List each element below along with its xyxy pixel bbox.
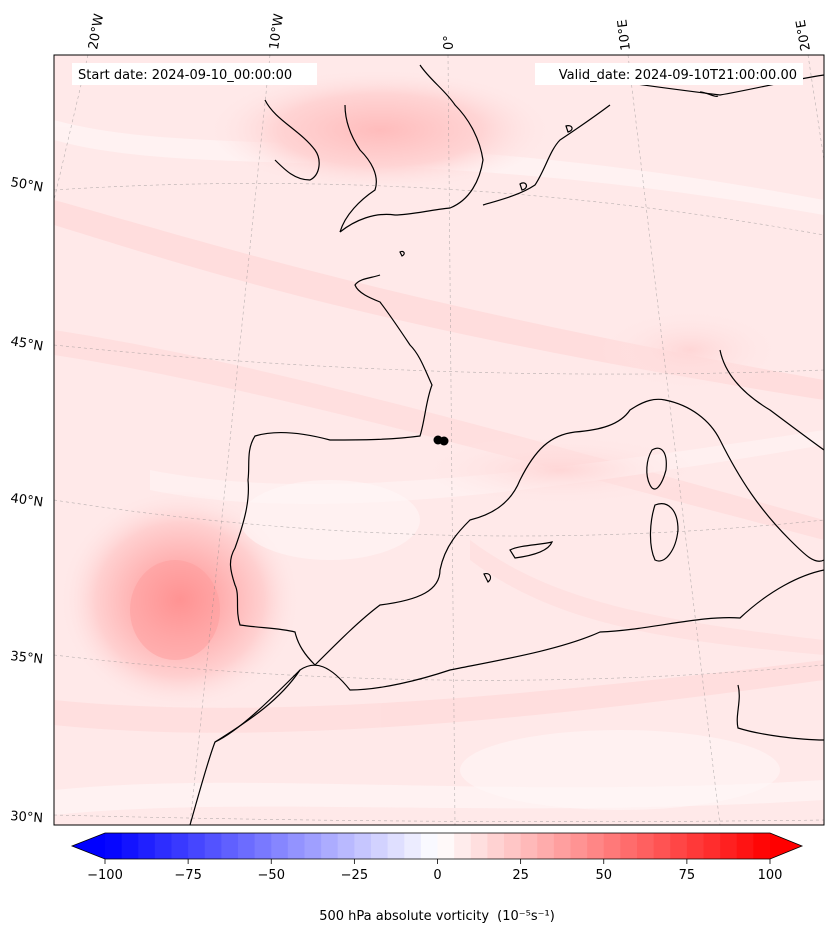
colorbar-tick-label: 25: [512, 868, 529, 883]
lat-label-50n: 50°N: [9, 175, 44, 195]
colorbar-tick-label: 100: [758, 868, 783, 883]
colorbar-cell: [204, 833, 222, 859]
colorbar-cell: [404, 833, 422, 859]
colorbar-cell: [138, 833, 156, 859]
colorbar-cell: [154, 833, 173, 859]
colorbar-cell: [753, 833, 771, 859]
point-marker: [433, 435, 449, 446]
colorbar-cell: [720, 833, 738, 859]
colorbar-cell: [387, 833, 405, 859]
colorbar-cell: [221, 833, 239, 859]
colorbar-cell: [653, 833, 671, 859]
lon-label-20e: 20°E: [794, 19, 814, 52]
colorbar-cells: [105, 833, 771, 859]
colorbar-cell: [321, 833, 339, 859]
colorbar-cell: [337, 833, 355, 859]
map-frame: [53, 54, 825, 826]
colorbar-cell: [238, 833, 256, 859]
colorbar-cell: [304, 833, 322, 859]
colorbar-tick-label: 50: [595, 868, 612, 883]
lon-label-0: 0°: [442, 35, 457, 50]
colorbar-cell: [686, 833, 705, 859]
lon-label-10e: 10°E: [615, 18, 634, 51]
colorbar-label: 500 hPa absolute vorticity (10⁻⁵s⁻¹): [319, 909, 555, 924]
lon-label-10w: 10°W: [267, 13, 287, 51]
start-date-box: [72, 63, 317, 85]
colorbar-tick-label: −25: [341, 868, 368, 883]
colorbar-cell: [287, 833, 306, 859]
colorbar-cell: [587, 833, 605, 859]
colorbar-extend-low: [72, 833, 105, 859]
colorbar-cell: [703, 833, 721, 859]
colorbar-cell: [487, 833, 505, 859]
longitude-labels: 20°W 10°W 0° 10°E 20°E: [86, 13, 814, 52]
lon-label-20w: 20°W: [86, 13, 107, 51]
colorbar-cell: [121, 833, 139, 859]
colorbar-units: (10⁻⁵s⁻¹): [497, 909, 555, 924]
colorbar-cell: [570, 833, 588, 859]
colorbar-cell: [254, 833, 272, 859]
latitude-labels: 50°N 45°N 40°N 35°N 30°N: [9, 175, 44, 826]
colorbar-cell: [537, 833, 555, 859]
colorbar-cell: [271, 833, 289, 859]
colorbar-cell: [420, 833, 439, 859]
colorbar-tick-label: 0: [433, 868, 441, 883]
colorbar-tick-label: −50: [258, 868, 285, 883]
lat-label-40n: 40°N: [9, 491, 44, 510]
colorbar-cell: [637, 833, 655, 859]
colorbar-cell: [504, 833, 522, 859]
colorbar-cell: [620, 833, 638, 859]
colorbar-cell: [670, 833, 688, 859]
colorbar-tick-label: 75: [679, 868, 696, 883]
colorbar: −100 −75 −50 −25 0 25 50 75 100 500 hPa absolute…: [70, 832, 804, 924]
colorbar-cell: [354, 833, 372, 859]
colorbar-cell: [520, 833, 538, 859]
colorbar-cell: [371, 833, 389, 859]
lat-label-45n: 45°N: [9, 334, 44, 354]
colorbar-cell: [470, 833, 488, 859]
valid-date-box: [535, 63, 803, 85]
vorticity-field: [54, 55, 824, 825]
start-date-label: Start date: 2024-09-10_00:00:00: [78, 68, 292, 83]
lat-label-35n: 35°N: [10, 649, 44, 667]
colorbar-variable: 500 hPa absolute vorticity: [319, 909, 489, 924]
lat-label-30n: 30°N: [10, 809, 44, 826]
colorbar-cell: [105, 833, 123, 859]
colorbar-cell: [454, 833, 472, 859]
colorbar-cell: [603, 833, 621, 859]
colorbar-cell: [188, 833, 206, 859]
valid-date-label: Valid_date: 2024-09-10T21:00:00.00: [559, 68, 797, 83]
colorbar-cell: [736, 833, 754, 859]
colorbar-ticks: −100 −75 −50 −25 0 25 50 75 100: [87, 859, 782, 883]
colorbar-extend-high: [770, 833, 802, 859]
colorbar-cell: [437, 833, 455, 859]
colorbar-tick-label: −100: [87, 868, 123, 883]
colorbar-tick-label: −75: [174, 868, 201, 883]
colorbar-cell: [171, 833, 189, 859]
colorbar-cell: [553, 833, 572, 859]
